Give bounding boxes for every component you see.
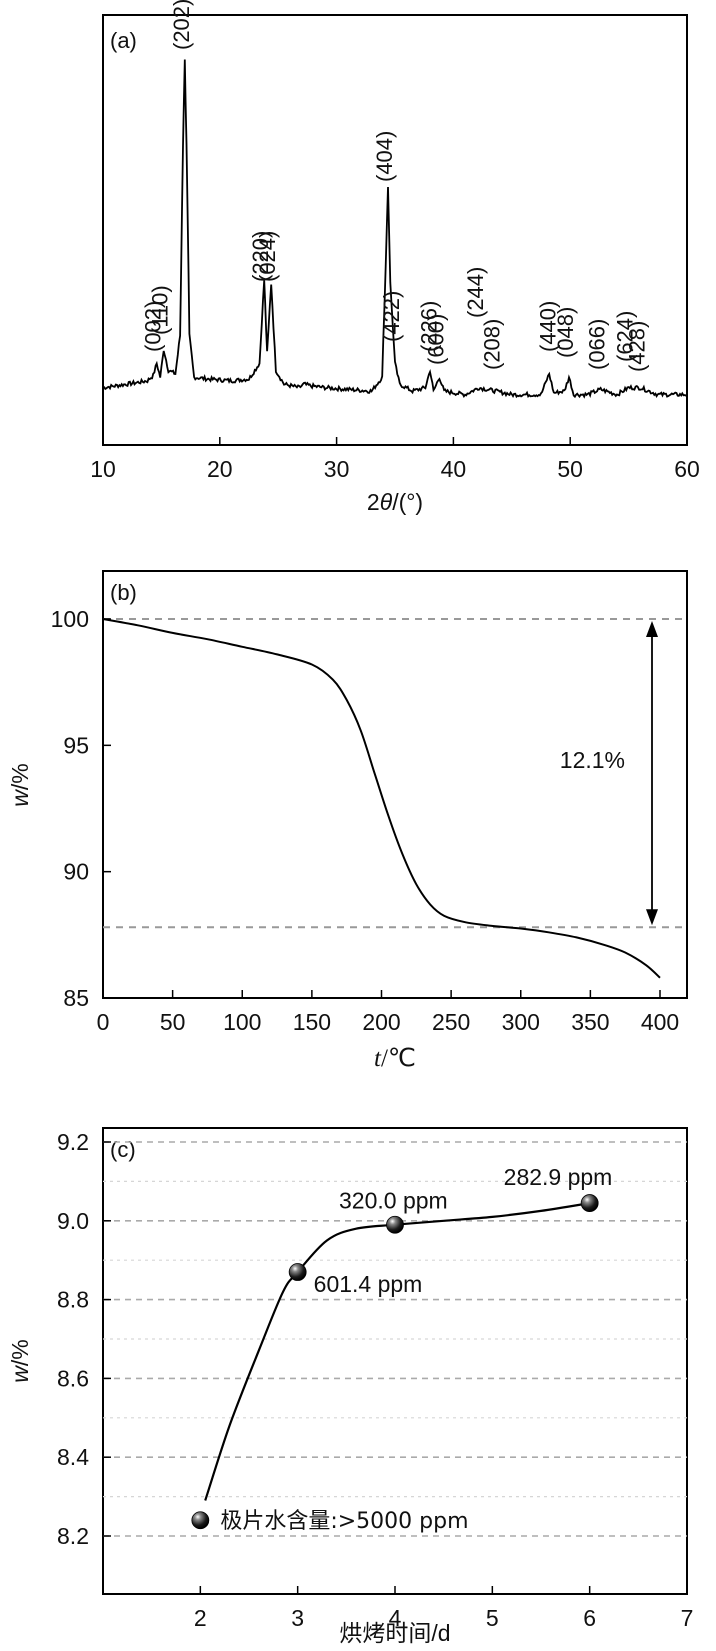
- panel-a-x-tick-label: 30: [324, 456, 350, 482]
- panel-a-xrd: (a) 10 20 30 40 50 60 (002)(110) (202) (220)(02…: [90, 0, 700, 515]
- panel-c-x-ticks: 2 3 4 5 6 7: [194, 1586, 693, 1631]
- panel-c-data-points: [191, 1194, 599, 1530]
- panel-a-x-axis-title: 2θ/(°): [367, 489, 423, 515]
- panel-b-x-tick-label: 400: [641, 1009, 679, 1035]
- panel-b-y-axis-title: w/%: [7, 763, 33, 806]
- panel-b-reference-lines: [103, 618, 687, 929]
- panel-c-point-label: 320.0 ppm: [339, 1188, 448, 1214]
- panel-b-x-tick-label: 250: [432, 1009, 470, 1035]
- panel-c-y-tick-label: 8.4: [57, 1444, 89, 1470]
- panel-a-x-tick-label: 20: [207, 456, 233, 482]
- panel-c-x-axis-title: 烘烤时间/d: [339, 1620, 450, 1647]
- panel-b-x-tick-label: 150: [293, 1009, 331, 1035]
- panel-c-x-tick-label: 4: [389, 1605, 402, 1631]
- panel-b-x-tick-label: 50: [160, 1009, 186, 1035]
- panel-c-x-tick-label: 6: [583, 1605, 596, 1631]
- panel-c-fit-curve: [204, 1202, 590, 1501]
- panel-b-y-tick-label: 90: [63, 859, 89, 885]
- panel-a-peak-label: (404): [372, 131, 397, 182]
- panel-b-weight-curve: [102, 618, 661, 979]
- panel-b-y-tick-label: 95: [63, 732, 89, 758]
- panel-b-y-ticks: 85 90 95 100: [51, 606, 111, 1011]
- panel-c-letter: (c): [110, 1137, 136, 1162]
- panel-b-x-tick-label: 0: [97, 1009, 110, 1035]
- panel-c-y-tick-label: 8.6: [57, 1365, 89, 1391]
- panel-b-x-tick-label: 200: [362, 1009, 400, 1035]
- panel-a-peak-label: (422): [379, 291, 404, 342]
- panel-a-x-tick-label: 40: [441, 456, 467, 482]
- panel-a-peak-label: (428): [624, 321, 649, 372]
- panel-a-peak-label: (202): [169, 0, 194, 50]
- panel-a-x-tick-label: 50: [557, 456, 583, 482]
- panel-c-y-axis-title: w/%: [7, 1339, 33, 1382]
- panel-c-point-labels: 极片水含量:>5000 ppm 601.4 ppm 320.0 ppm 282.9 p…: [220, 1164, 612, 1534]
- panel-a-peak-label: (226): [416, 301, 441, 352]
- panel-c-y-tick-label: 8.8: [57, 1287, 89, 1313]
- panel-a-xrd-pattern: [102, 59, 688, 399]
- panel-a-peak-label: (440): [536, 301, 561, 352]
- panel-b-mass-loss-arrow: [646, 621, 658, 926]
- panel-a-peak-label: (110): [148, 285, 173, 335]
- panel-c-point-label: 极片水含量:>5000 ppm: [220, 1509, 468, 1534]
- panel-c-y-tick-label: 8.2: [57, 1523, 89, 1549]
- panel-c-x-tick-label: 5: [486, 1605, 499, 1631]
- panel-a-peak-label: (024): [255, 231, 280, 282]
- panel-b-x-tick-label: 100: [223, 1009, 261, 1035]
- panel-b-tga: (b) 0 50 100 150 200 250 300 350 400 85 90 95 100 1…: [7, 570, 688, 1072]
- panel-c-data-point: [191, 1511, 210, 1530]
- panel-c-x-tick-label: 3: [291, 1605, 304, 1631]
- panel-b-arrow-head-up: [646, 621, 658, 637]
- panel-b-x-tick-label: 350: [571, 1009, 609, 1035]
- panel-a-x-tick-label: 10: [90, 456, 116, 482]
- panel-c-x-tick-label: 2: [194, 1605, 207, 1631]
- panel-a-peak-label: (244): [463, 267, 488, 318]
- panel-a-letter: (a): [110, 28, 137, 53]
- panel-c-data-point: [386, 1215, 404, 1234]
- panel-a-peak-label: (624): [613, 311, 638, 362]
- panel-c-point-label: 601.4 ppm: [314, 1271, 423, 1297]
- panel-b-y-tick-label: 100: [51, 606, 89, 632]
- panel-b-x-ticks: 0 50 100 150 200 250 300 350 400: [97, 990, 679, 1035]
- panel-a-peak-label: (066): [585, 319, 610, 370]
- panel-c-y-ticks: 8.2 8.4 8.6 8.8 9.0 9.2: [57, 1129, 111, 1549]
- panel-c-y-tick-label: 9.0: [57, 1208, 89, 1234]
- panel-a-peak-label: (600): [423, 314, 448, 365]
- panel-a-x-tick-label: 60: [674, 456, 700, 482]
- panel-c-data-point: [288, 1263, 307, 1281]
- panel-b-x-tick-label: 300: [502, 1009, 540, 1035]
- panel-c-baking: (c) 2 3 4 5 6 7 8.2 8.4 8.6 8.8 9.0 9.2 极片水含量:>500…: [7, 1127, 693, 1647]
- panel-b-y-tick-label: 85: [63, 985, 89, 1011]
- panel-a-peak-label: (220): [248, 231, 273, 282]
- panel-b-mass-loss-label: 12.1%: [560, 747, 625, 773]
- panel-a-peak-labels: (002)(110) (202) (220)(024) (404) (422) (226)…: [141, 0, 650, 372]
- panel-a-frame: [102, 14, 688, 446]
- panel-b-frame: [102, 570, 688, 999]
- panel-a-peak-label: (208): [479, 319, 504, 370]
- panel-c-x-tick-label: 7: [681, 1605, 694, 1631]
- panel-a-x-ticks: 10 20 30 40 50 60: [90, 437, 700, 482]
- panel-c-y-tick-label: 9.2: [57, 1129, 89, 1155]
- panel-a-peak-label: (048): [553, 307, 578, 358]
- panel-a-peak-label: (002): [141, 301, 166, 352]
- panel-c-point-label: 282.9 ppm: [504, 1164, 613, 1190]
- panel-b-letter: (b): [110, 580, 137, 605]
- panel-b-x-axis-title: t/℃: [374, 1045, 416, 1072]
- panel-b-arrow-head-down: [646, 909, 658, 926]
- panel-c-data-point: [580, 1194, 599, 1212]
